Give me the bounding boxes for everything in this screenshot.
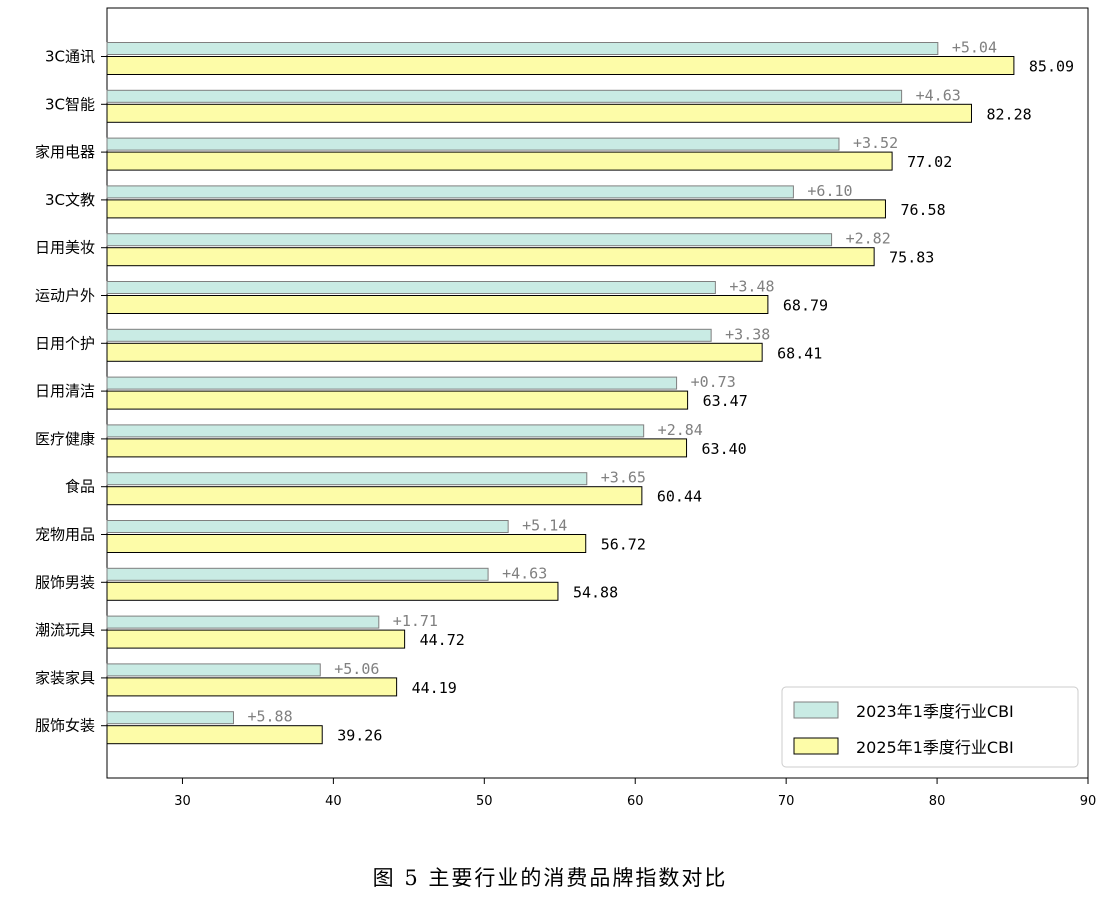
bar-2023 [106, 472, 588, 486]
legend-swatch-2023 [793, 701, 839, 719]
chart: 30 40 50 60 70 80 90 3C通讯 +5.04 85.09 3C智能 +4.63 82.… [35, 7, 1097, 809]
legend-box [781, 686, 1079, 768]
diff-label: +3.38 [725, 325, 770, 343]
category-label: 服饰男装 [35, 573, 95, 591]
bar-2025 [106, 247, 875, 267]
diff-label: +5.04 [952, 39, 997, 57]
diff-label: +5.88 [247, 708, 292, 726]
category-label: 日用个护 [35, 334, 95, 352]
diff-label: +5.14 [522, 517, 567, 535]
x-tick-label: 90 [1080, 794, 1097, 809]
value-label: 85.09 [1029, 58, 1074, 76]
value-label: 68.41 [777, 344, 822, 362]
bar-2023 [106, 663, 321, 677]
bar-2025 [106, 581, 559, 601]
value-label: 75.83 [889, 249, 934, 267]
diff-label: +3.52 [853, 134, 898, 152]
value-label: 60.44 [657, 488, 702, 506]
bar-2023 [106, 137, 840, 151]
bar-2023 [106, 424, 645, 438]
value-label: 63.47 [703, 392, 748, 410]
diff-label: +2.84 [658, 421, 703, 439]
chart-svg: 30 40 50 60 70 80 90 3C通讯 +5.04 85.09 3C智能 +4.63 82.… [35, 7, 1097, 809]
bar-2025 [106, 629, 406, 649]
value-label: 44.72 [420, 631, 465, 649]
bar-2023 [106, 567, 489, 581]
category-label: 日用清洁 [35, 382, 95, 400]
value-label: 76.58 [900, 201, 945, 219]
category-label: 食品 [65, 478, 95, 496]
bar-2025 [106, 103, 972, 123]
category-label: 3C通讯 [45, 48, 95, 66]
value-label: 39.26 [337, 727, 382, 745]
category-label: 医疗健康 [35, 430, 95, 448]
legend-label-2023: 2023年1季度行业CBI [856, 702, 1014, 721]
category-label: 运动户外 [35, 287, 95, 305]
diff-label: +0.73 [691, 373, 736, 391]
bar-2025 [106, 342, 763, 362]
value-label: 77.02 [907, 153, 952, 171]
diff-label: +5.06 [334, 660, 379, 678]
x-tick-label: 50 [476, 794, 493, 809]
bar-2025 [106, 390, 689, 410]
x-tick-label: 60 [627, 794, 644, 809]
category-label: 3C智能 [45, 95, 95, 113]
bar-2025 [106, 56, 1015, 75]
bar-2025 [106, 677, 398, 697]
diff-label: +1.71 [393, 612, 438, 630]
x-tick-label: 80 [929, 794, 946, 809]
category-label: 宠物用品 [35, 526, 95, 544]
x-tick-label: 70 [778, 794, 795, 809]
bar-2023 [106, 281, 716, 294]
bar-2023 [106, 89, 903, 103]
category-label: 潮流玩具 [35, 621, 95, 639]
diff-label: +4.63 [502, 564, 547, 582]
bar-2023 [106, 711, 234, 725]
value-label: 63.40 [702, 440, 747, 458]
category-label: 服饰女装 [35, 717, 95, 735]
diff-label: +3.48 [729, 278, 774, 296]
bar-2025 [106, 486, 643, 506]
bar-2023 [106, 520, 509, 533]
bar-2025 [106, 295, 769, 314]
diff-label: +4.63 [916, 86, 961, 104]
bar-2023 [106, 42, 939, 55]
category-label: 3C文教 [45, 191, 95, 209]
bar-2025 [106, 151, 893, 171]
bar-2025 [106, 199, 886, 219]
diff-label: +2.82 [846, 230, 891, 248]
category-label: 家装家具 [35, 669, 95, 687]
value-label: 82.28 [986, 105, 1031, 123]
x-tick-label: 40 [325, 794, 342, 809]
value-label: 54.88 [573, 583, 618, 601]
diff-label: +3.65 [601, 469, 646, 487]
legend-label-2025: 2025年1季度行业CBI [856, 738, 1014, 757]
diff-label: +6.10 [807, 182, 852, 200]
value-label: 56.72 [601, 536, 646, 554]
value-label: 44.19 [412, 679, 457, 697]
bar-2025 [106, 725, 323, 745]
figure-caption: 图 5 主要行业的消费品牌指数对比 [372, 866, 728, 890]
bar-2023 [106, 615, 380, 629]
bar-2025 [106, 438, 688, 458]
bar-2023 [106, 328, 712, 342]
bar-2023 [106, 376, 678, 390]
bar-2023 [106, 185, 794, 199]
bar-2023 [106, 233, 833, 247]
category-label: 日用美妆 [35, 239, 95, 257]
x-tick-label: 30 [174, 794, 191, 809]
bar-2025 [106, 534, 587, 553]
category-label: 家用电器 [35, 143, 95, 161]
value-label: 68.79 [783, 297, 828, 315]
legend-swatch-2025 [793, 737, 839, 755]
